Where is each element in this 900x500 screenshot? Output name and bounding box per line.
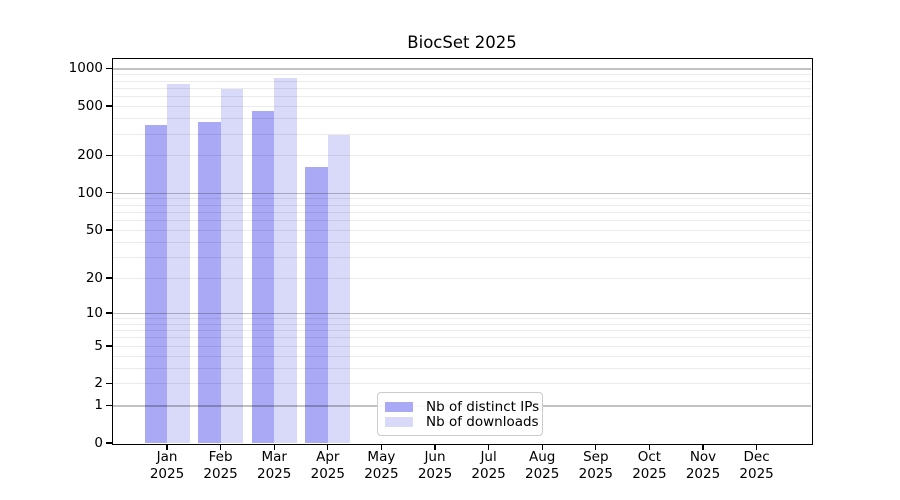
y-tick-label-2: 2 [94,375,103,392]
y-tick-label-5: 5 [94,337,103,354]
gridline-y-600 [113,96,811,98]
y-tick-1000 [106,67,112,70]
gridline-y-1000 [113,68,811,70]
gridline-y-40 [113,241,811,243]
bar-downloads-feb [220,88,244,443]
y-tick-label-100: 100 [77,184,103,201]
x-tick-label-nov: Nov 2025 [685,449,721,482]
gridline-y-3 [113,367,811,369]
x-tick-jan [166,444,168,450]
gridline-y-8 [113,323,811,325]
gridline-y-7 [113,330,811,332]
bar-ips-jan [144,125,167,443]
x-tick-apr [327,444,329,450]
gridline-y-400 [113,118,811,120]
x-tick-oct [648,444,651,450]
x-tick-label-mar: Mar 2025 [257,449,292,482]
y-tick-label-1: 1 [94,397,103,414]
x-tick-label-aug: Aug 2025 [525,449,560,482]
gridline-y-30 [113,256,811,258]
gridline-y-90 [113,198,811,200]
y-tick-5 [106,345,112,347]
gridline-y-70 [113,211,811,213]
x-tick-label-oct: Oct 2025 [632,449,667,482]
gridline-y-10 [113,312,811,315]
legend-label-downloads: Nb of downloads [426,413,539,430]
gridline-y-4 [113,355,811,357]
chart-title: BiocSet 2025 [407,33,517,52]
legend-swatch-downloads [385,416,413,427]
y-tick-1 [106,404,112,407]
x-tick-nov [702,444,704,450]
gridline-y-60 [113,220,811,222]
gridline-y-6 [113,337,811,339]
legend-row-downloads: Nb of downloads [385,414,539,430]
x-tick-label-sep: Sep 2025 [578,449,613,482]
gridline-y-100 [113,192,811,194]
y-tick-label-500: 500 [77,97,103,114]
x-tick-label-jul: Jul 2025 [471,449,506,482]
x-tick-may [380,444,383,450]
y-tick-50 [106,229,112,231]
bar-ips-feb [198,122,221,443]
x-tick-jul [488,444,490,450]
y-tick-label-10: 10 [85,304,103,321]
gridline-y-800 [113,80,811,82]
y-tick-200 [106,154,112,157]
y-tick-500 [106,105,112,107]
legend-label-distinct-ips: Nb of distinct IPs [426,398,540,415]
y-tick-label-1000: 1000 [68,60,103,77]
gridline-y-900 [113,74,811,76]
x-tick-dec [756,444,758,450]
y-tick-label-0: 0 [94,435,103,451]
y-tick-0 [106,442,112,444]
bar-ips-apr [305,166,328,443]
gridline-y-700 [113,87,811,89]
y-tick-label-20: 20 [85,269,103,286]
gridline-y-200 [113,155,811,157]
gridline-y-50 [113,229,811,231]
x-tick-mar [273,444,275,450]
gridline-y-20 [113,277,811,279]
gridline-y-80 [113,204,811,206]
x-tick-label-jan: Jan 2025 [149,449,185,482]
bar-downloads-jan [167,84,190,443]
bar-ips-mar [251,111,275,443]
plot-area: Nb of distinct IPs Nb of downloads [111,57,813,445]
legend: Nb of distinct IPs Nb of downloads [377,392,543,436]
x-tick-aug [541,444,543,450]
gridline-y-2 [113,383,811,385]
x-tick-label-apr: Apr 2025 [310,449,345,482]
x-tick-label-feb: Feb 2025 [203,449,238,482]
y-tick-label-200: 200 [77,147,103,164]
x-tick-sep [595,444,597,450]
x-tick-feb [220,444,222,450]
y-tick-2 [106,382,112,385]
legend-row-distinct-ips: Nb of distinct IPs [385,399,539,415]
gridline-y-5 [113,345,811,347]
y-tick-label-50: 50 [85,221,103,238]
bar-downloads-mar [274,77,297,443]
bar-downloads-apr [327,135,351,443]
legend-swatch-distinct-ips [385,401,413,412]
x-tick-label-dec: Dec 2025 [739,449,774,482]
y-tick-100 [106,192,112,194]
x-tick-label-jun: Jun 2025 [417,449,453,482]
x-tick-label-may: May 2025 [364,449,399,482]
gridline-y-9 [113,318,811,320]
y-tick-10 [106,312,112,314]
gridline-y-500 [113,105,811,107]
y-tick-20 [106,277,112,279]
x-tick-jun [434,444,436,450]
gridline-y-300 [113,133,811,135]
